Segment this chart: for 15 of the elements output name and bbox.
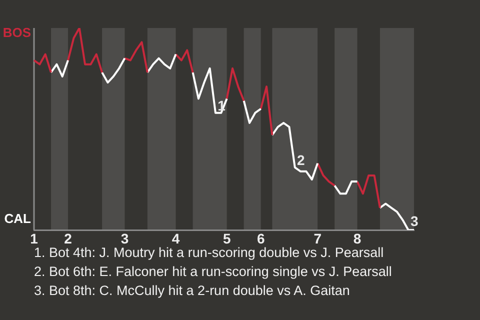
x-tick-label: 5	[222, 230, 231, 246]
text: CAL	[4, 211, 32, 226]
x-tick-label: 8	[353, 230, 362, 246]
x-tick-label: 4	[172, 230, 180, 246]
annotation: 2	[296, 152, 305, 168]
text: 1. Bot 4th: J. Moutry hit a run-scoring double vs J. Pearsall	[34, 244, 385, 262]
annotation: 3	[410, 212, 418, 229]
text: 2. Bot 6th: E. Falconer hit a run-scoring single vs J. Pearsall	[34, 263, 392, 281]
x-tick-label: 2	[64, 230, 72, 246]
x-tick-label: 3	[120, 230, 129, 246]
text: 3. Bot 8th: C. McCully hit a 2-run double vs A. Gaitan	[34, 282, 351, 300]
x-tick-label: 7	[314, 230, 322, 246]
x-tick-label: 6	[256, 230, 265, 246]
text: BOS	[2, 25, 32, 40]
x-tick-label: 1	[30, 230, 38, 246]
